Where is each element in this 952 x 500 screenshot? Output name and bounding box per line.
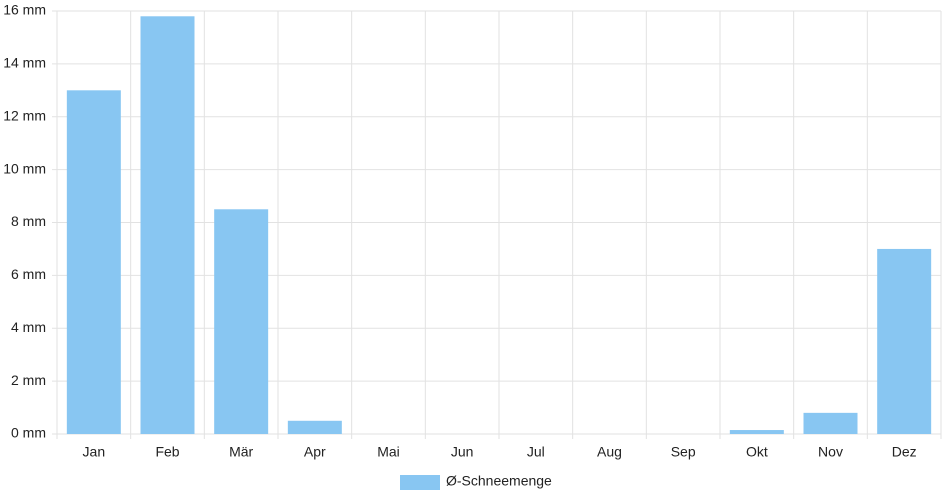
bar: [803, 412, 858, 434]
x-tick-label: Nov: [818, 444, 843, 460]
bar: [140, 16, 195, 434]
x-tick-label: Aug: [597, 444, 622, 460]
x-tick-label: Mai: [377, 444, 400, 460]
y-tick-label: 4 mm: [11, 319, 46, 335]
bar: [66, 90, 121, 434]
bar: [729, 430, 784, 434]
bar: [287, 420, 342, 434]
bar: [214, 209, 269, 434]
x-tick-label: Dez: [892, 444, 917, 460]
x-tick-label: Jun: [451, 444, 474, 460]
y-tick-label: 2 mm: [11, 372, 46, 388]
y-tick-label: 12 mm: [3, 107, 46, 123]
x-tick-label: Jan: [83, 444, 106, 460]
legend-label: Ø-Schneemenge: [446, 473, 552, 489]
x-tick-label: Okt: [746, 444, 768, 460]
x-tick-label: Sep: [671, 444, 696, 460]
legend-swatch: [400, 475, 440, 490]
x-tick-label: Mär: [229, 444, 253, 460]
bar: [877, 248, 932, 434]
x-tick-label: Feb: [155, 444, 179, 460]
x-tick-label: Jul: [527, 444, 545, 460]
y-tick-label: 0 mm: [11, 425, 46, 441]
y-tick-label: 6 mm: [11, 266, 46, 282]
y-tick-label: 16 mm: [3, 2, 46, 18]
x-tick-label: Apr: [304, 444, 326, 460]
y-tick-label: 8 mm: [11, 213, 46, 229]
y-tick-label: 14 mm: [3, 55, 46, 71]
y-tick-label: 10 mm: [3, 160, 46, 176]
